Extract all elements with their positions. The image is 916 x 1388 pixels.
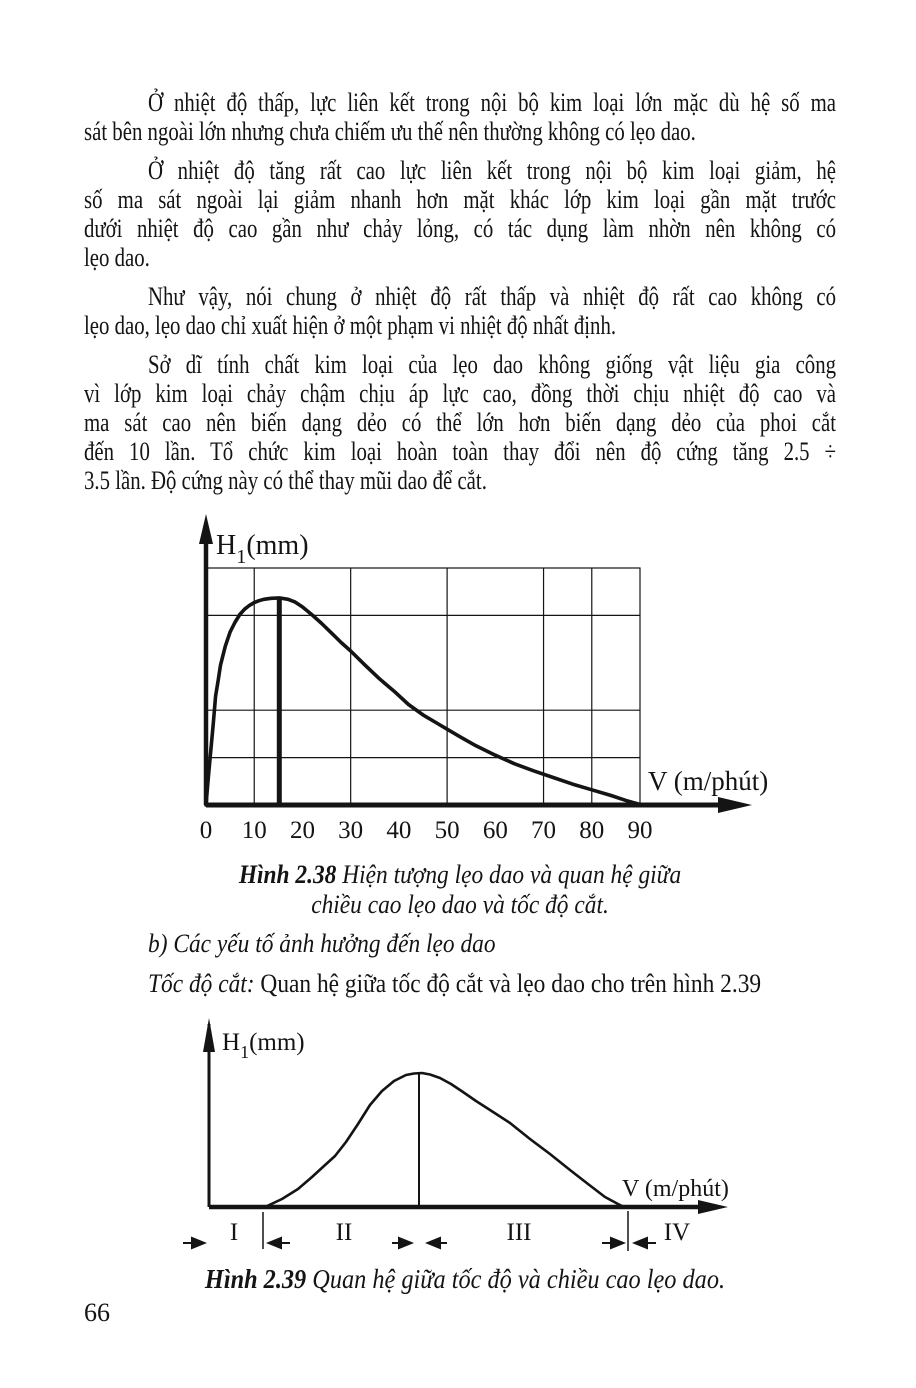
paragraph: Ở nhiệt độ tăng rất cao lực liên kết tro… [84, 156, 836, 272]
x-axis-arrow-icon [698, 1200, 728, 1214]
built-up-edge-curve [204, 596, 642, 807]
text-line: số ma sát ngoài lại giảm nhanh hơn mặt k… [84, 185, 836, 214]
built-up-edge-curve [264, 1071, 625, 1209]
text-line: 3.5 lần. Độ cứng này có thể thay mũi dao… [84, 466, 487, 495]
text-line: Ở nhiệt độ thấp, lực liên kết trong nội … [148, 88, 836, 117]
dimension-arrow-left-icon [266, 1236, 282, 1250]
dimension-arrow-right-icon [191, 1236, 207, 1250]
x-tick-label: 30 [338, 817, 363, 844]
speed-paragraph: Tốc độ cắt: Quan hệ giữa tốc độ cắt và l… [148, 969, 761, 999]
text-line: đến 10 lần. Tổ chức kim loại hoàn toàn t… [84, 437, 836, 466]
figure-2-38-caption: Hình 2.38 Hiện tượng lẹo dao và quan hệ … [199, 860, 721, 920]
dimension-arrow-left-icon [632, 1236, 648, 1250]
text-line: Như vậy, nói chung ở nhiệt độ rất thấp v… [148, 282, 836, 311]
caption-text: Hiện tượng lẹo dao và quan hệ giữa [336, 860, 682, 889]
x-tick-label: 60 [483, 817, 508, 844]
dimension-arrow-right-icon [610, 1236, 626, 1250]
text-line: lẹo dao. [84, 243, 150, 272]
body-paragraphs: Ở nhiệt độ thấp, lực liên kết trong nội … [84, 88, 836, 505]
subsection-heading: b) Các yếu tố ảnh hưởng đến lẹo dao [148, 929, 496, 958]
paragraph: Ở nhiệt độ thấp, lực liên kết trong nội … [84, 88, 836, 146]
x-tick-label: 90 [628, 817, 653, 844]
x-tick-label: 10 [242, 817, 267, 844]
x-axis-label: V (m/phút) [648, 766, 768, 796]
grid-frame [205, 567, 641, 806]
text-line: vì lớp kim loại chảy chậm chịu áp lực ca… [84, 379, 836, 408]
y-axis-arrow-icon [199, 514, 213, 544]
text-line: lẹo dao, lẹo dao chỉ xuất hiện ở một phạ… [84, 311, 617, 340]
text-line: dưới nhiệt độ cao gần như chảy lỏng, có … [84, 214, 836, 243]
x-axis-label: V (m/phút) [622, 1176, 729, 1202]
figure-2-39-caption: Hình 2.39 Quan hệ giữa tốc độ và chiều c… [195, 1264, 735, 1295]
page-number: 66 [84, 1298, 110, 1327]
caption-text: Quan hệ giữa tốc độ và chiều cao lẹo dao… [306, 1264, 726, 1294]
x-tick-label: 70 [531, 817, 556, 844]
dimension-arrow-left-icon [425, 1236, 441, 1250]
caption-line: chiều cao lẹo dao và tốc độ cắt. [311, 890, 609, 919]
figure-number: Hình 2.38 [238, 860, 337, 889]
text-line: Sở dĩ tính chất kim loại của lẹo dao khô… [148, 350, 836, 379]
text-line: ma sát cao nên biến dạng dẻo có thể lớn … [84, 408, 836, 437]
x-tick-label: 0 [200, 817, 213, 844]
caption-line: Hình 2.38 Hiện tượng lẹo dao và quan hệ … [199, 860, 721, 890]
x-tick-label: 40 [386, 817, 411, 844]
speed-lead: Tốc độ cắt: [148, 969, 255, 998]
y-axis-label: H1(mm) [216, 530, 309, 568]
zone-label: II [336, 1219, 353, 1246]
zone-label: I [230, 1219, 238, 1246]
y-axis-arrow-icon [203, 1018, 215, 1052]
y-axis-label: H1(mm) [222, 1029, 305, 1062]
x-tick-label: 50 [435, 817, 460, 844]
zone-label: IV [664, 1219, 690, 1246]
figure-2-38-chart: 0 10 20 30 40 50 60 70 80 90 H1(mm) V (m/phút) [199, 514, 768, 844]
x-tick-label: 20 [290, 817, 315, 844]
x-tick-label: 80 [579, 817, 604, 844]
zone-label: III [507, 1219, 532, 1246]
text-line: Ở nhiệt độ tăng rất cao lực liên kết tro… [148, 156, 836, 185]
paragraph: Như vậy, nói chung ở nhiệt độ rất thấp v… [84, 282, 836, 340]
text-line: sát bên ngoài lớn nhưng chưa chiếm ưu th… [84, 117, 696, 146]
figure-number: Hình 2.39 [204, 1264, 307, 1294]
speed-rest: Quan hệ giữa tốc độ cắt và lẹo dao cho t… [254, 969, 762, 998]
x-axis-arrow-icon [718, 797, 752, 813]
paragraph: Sở dĩ tính chất kim loại của lẹo dao khô… [84, 350, 836, 495]
dimension-arrow-right-icon [398, 1236, 414, 1250]
